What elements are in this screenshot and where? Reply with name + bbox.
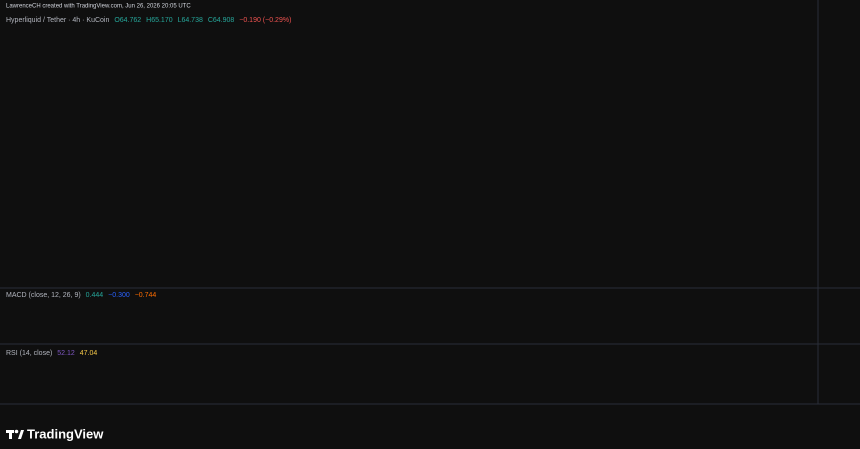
rsi-legend: RSI (14, close) 52.12 47.04 bbox=[6, 350, 97, 357]
macd-hist-value: 0.444 bbox=[86, 292, 104, 299]
legend-open: O64.762 bbox=[114, 17, 141, 24]
rsi-title: RSI (14, close) bbox=[6, 350, 52, 357]
legend-high: H65.170 bbox=[146, 17, 173, 24]
brand-name: TradingView bbox=[27, 426, 104, 441]
logo-part bbox=[18, 430, 24, 439]
legend-change: −0.190 (−0.29%) bbox=[239, 17, 291, 24]
logo-part bbox=[14, 429, 19, 434]
legend-close: C64.908 bbox=[208, 17, 235, 24]
chart-title: Hyperliquid / Tether · 4h · KuCoin bbox=[6, 17, 109, 24]
logo-part bbox=[9, 430, 12, 439]
rsi-ma-value: 47.04 bbox=[80, 350, 98, 357]
macd-title: MACD (close, 12, 26, 9) bbox=[6, 292, 81, 299]
legend-low: L64.738 bbox=[178, 17, 203, 24]
macd-signal-value: −0.744 bbox=[135, 292, 157, 299]
rsi-value: 52.12 bbox=[57, 350, 75, 357]
macd-line-value: −0.300 bbox=[108, 292, 130, 299]
brand-logo bbox=[6, 429, 24, 439]
symbol-legend: Hyperliquid / Tether · 4h · KuCoin O64.7… bbox=[6, 17, 291, 24]
header: LawrenceCH created with TradingView.com,… bbox=[6, 4, 191, 10]
macd-legend: MACD (close, 12, 26, 9) 0.444 −0.300 −0.… bbox=[6, 292, 156, 299]
